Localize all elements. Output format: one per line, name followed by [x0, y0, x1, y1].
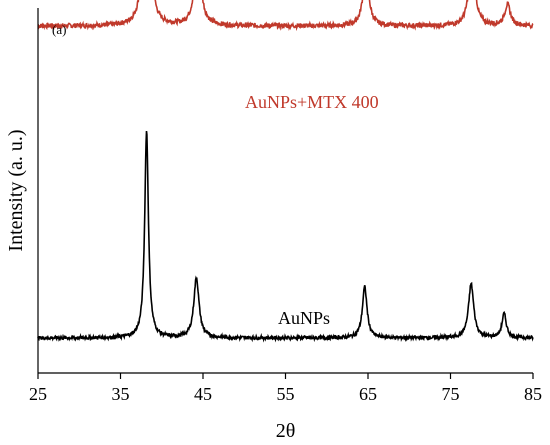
x-ticks: 25 35 45 55 65 75 85 [29, 373, 542, 404]
x-tick-label: 65 [359, 384, 377, 404]
x-tick-label: 45 [194, 384, 212, 404]
series-line-aunps-mtx [37, 0, 534, 32]
x-tick-label: 75 [442, 384, 460, 404]
series-labels: AuNPs+MTX 400 AuNPs [245, 92, 379, 328]
plot-area [37, 0, 534, 343]
x-tick-label: 25 [29, 384, 47, 404]
x-axis-title: 2θ [276, 420, 296, 442]
x-tick-label: 55 [277, 384, 295, 404]
series-line-aunps [37, 130, 534, 343]
x-tick-label: 85 [524, 384, 542, 404]
y-axis-title: Intensity (a. u.) [5, 129, 27, 251]
series-label-aunps-mtx: AuNPs+MTX 400 [245, 92, 379, 112]
series-label-aunps: AuNPs [278, 308, 330, 328]
x-tick-label: 35 [112, 384, 130, 404]
panel-label: (a) [52, 22, 66, 37]
labels: 2θ Intensity (a. u.) (a) [5, 22, 295, 442]
